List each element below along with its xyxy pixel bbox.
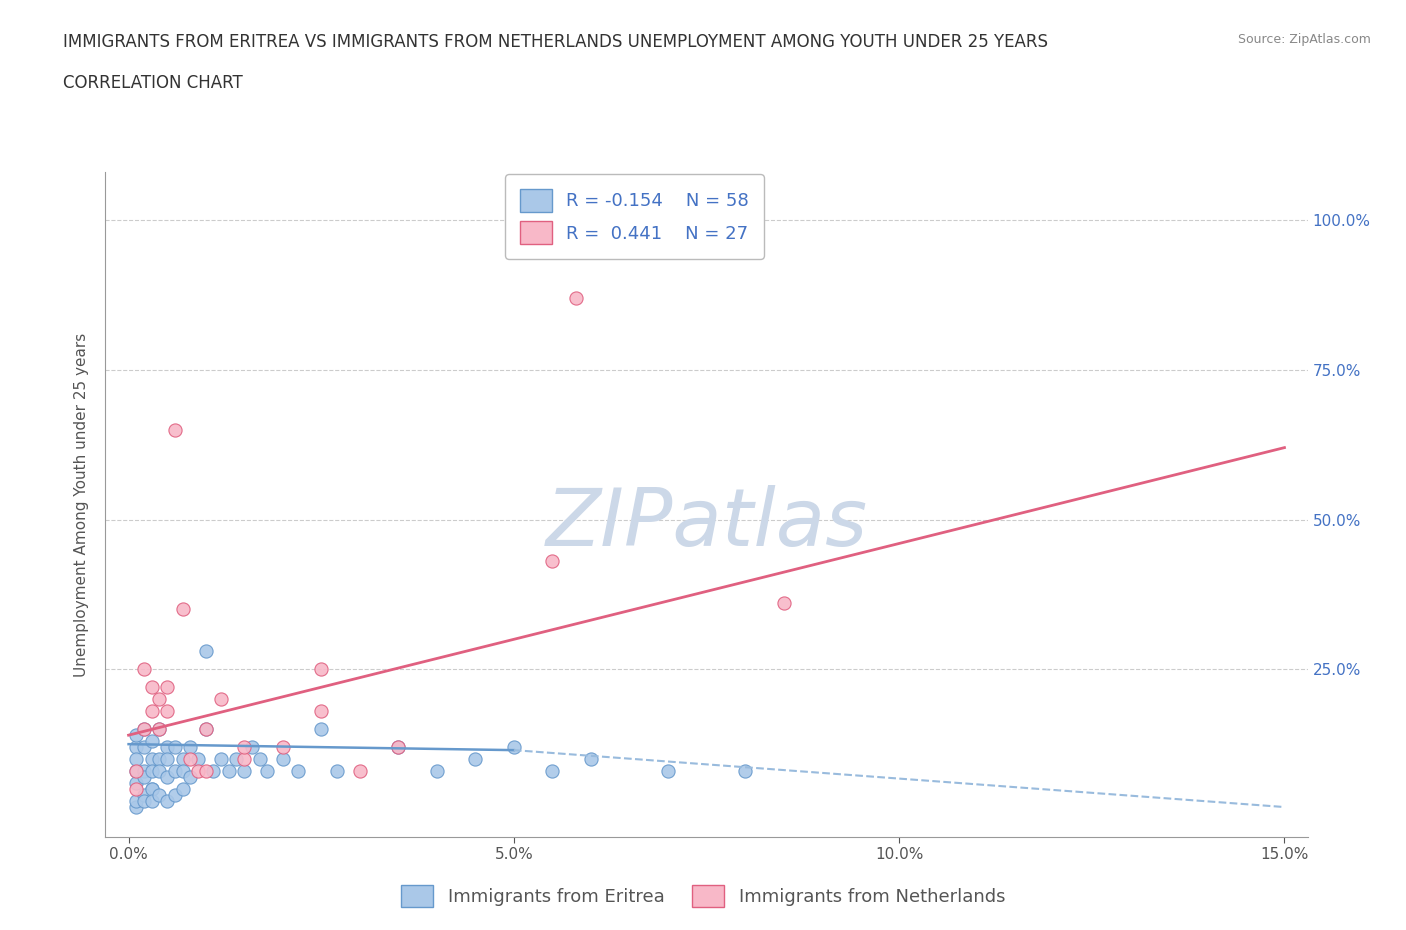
Point: [156, 680, 179, 695]
Point: [202, 764, 225, 778]
Point: [287, 764, 309, 778]
Point: [309, 662, 332, 677]
Point: [172, 751, 194, 766]
Point: [541, 554, 564, 569]
Point: [325, 764, 347, 778]
Point: [249, 751, 271, 766]
Point: [657, 764, 679, 778]
Point: [132, 662, 155, 677]
Point: [141, 734, 163, 749]
Text: IMMIGRANTS FROM ERITREA VS IMMIGRANTS FROM NETHERLANDS UNEMPLOYMENT AMONG YOUTH : IMMIGRANTS FROM ERITREA VS IMMIGRANTS FR…: [63, 33, 1049, 50]
Legend: R = -0.154    N = 58, R =  0.441    N = 27: R = -0.154 N = 58, R = 0.441 N = 27: [505, 175, 763, 259]
Point: [125, 739, 148, 754]
Point: [132, 722, 155, 737]
Point: [132, 739, 155, 754]
Point: [156, 793, 179, 808]
Point: [163, 422, 186, 437]
Point: [564, 290, 586, 305]
Point: [125, 751, 148, 766]
Point: [179, 751, 201, 766]
Point: [148, 722, 170, 737]
Point: [125, 727, 148, 742]
Legend: Immigrants from Eritrea, Immigrants from Netherlands: Immigrants from Eritrea, Immigrants from…: [392, 876, 1014, 916]
Point: [187, 751, 209, 766]
Point: [502, 739, 524, 754]
Point: [541, 764, 564, 778]
Point: [172, 764, 194, 778]
Point: [387, 739, 409, 754]
Point: [141, 704, 163, 719]
Point: [163, 764, 186, 778]
Point: [309, 722, 332, 737]
Point: [271, 739, 294, 754]
Point: [148, 788, 170, 803]
Point: [156, 739, 179, 754]
Point: [209, 692, 232, 707]
Point: [141, 781, 163, 796]
Point: [132, 764, 155, 778]
Point: [148, 764, 170, 778]
Point: [163, 788, 186, 803]
Point: [148, 692, 170, 707]
Point: [125, 781, 148, 796]
Text: CORRELATION CHART: CORRELATION CHART: [63, 74, 243, 92]
Point: [125, 776, 148, 790]
Point: [179, 739, 201, 754]
Point: [309, 704, 332, 719]
Text: Source: ZipAtlas.com: Source: ZipAtlas.com: [1237, 33, 1371, 46]
Point: [194, 722, 217, 737]
Point: [579, 751, 602, 766]
Point: [172, 602, 194, 617]
Point: [233, 764, 256, 778]
Point: [132, 722, 155, 737]
Point: [256, 764, 278, 778]
Point: [132, 788, 155, 803]
Point: [132, 793, 155, 808]
Point: [187, 764, 209, 778]
Point: [156, 751, 179, 766]
Point: [148, 751, 170, 766]
Point: [194, 722, 217, 737]
Point: [132, 770, 155, 785]
Point: [125, 793, 148, 808]
Point: [148, 722, 170, 737]
Point: [156, 770, 179, 785]
Point: [209, 751, 232, 766]
Point: [734, 764, 756, 778]
Point: [233, 751, 256, 766]
Point: [141, 793, 163, 808]
Point: [179, 770, 201, 785]
Point: [233, 739, 256, 754]
Point: [464, 751, 486, 766]
Point: [218, 764, 240, 778]
Point: [125, 764, 148, 778]
Point: [163, 739, 186, 754]
Point: [172, 781, 194, 796]
Point: [426, 764, 449, 778]
Point: [125, 764, 148, 778]
Point: [240, 739, 263, 754]
Point: [194, 764, 217, 778]
Point: [387, 739, 409, 754]
Point: [156, 704, 179, 719]
Point: [125, 800, 148, 815]
Point: [225, 751, 247, 766]
Y-axis label: Unemployment Among Youth under 25 years: Unemployment Among Youth under 25 years: [75, 332, 90, 677]
Point: [141, 781, 163, 796]
Point: [349, 764, 371, 778]
Point: [271, 751, 294, 766]
Point: [194, 644, 217, 658]
Point: [141, 764, 163, 778]
Point: [141, 680, 163, 695]
Point: [772, 596, 794, 611]
Text: ZIPatlas: ZIPatlas: [546, 485, 868, 564]
Point: [141, 751, 163, 766]
